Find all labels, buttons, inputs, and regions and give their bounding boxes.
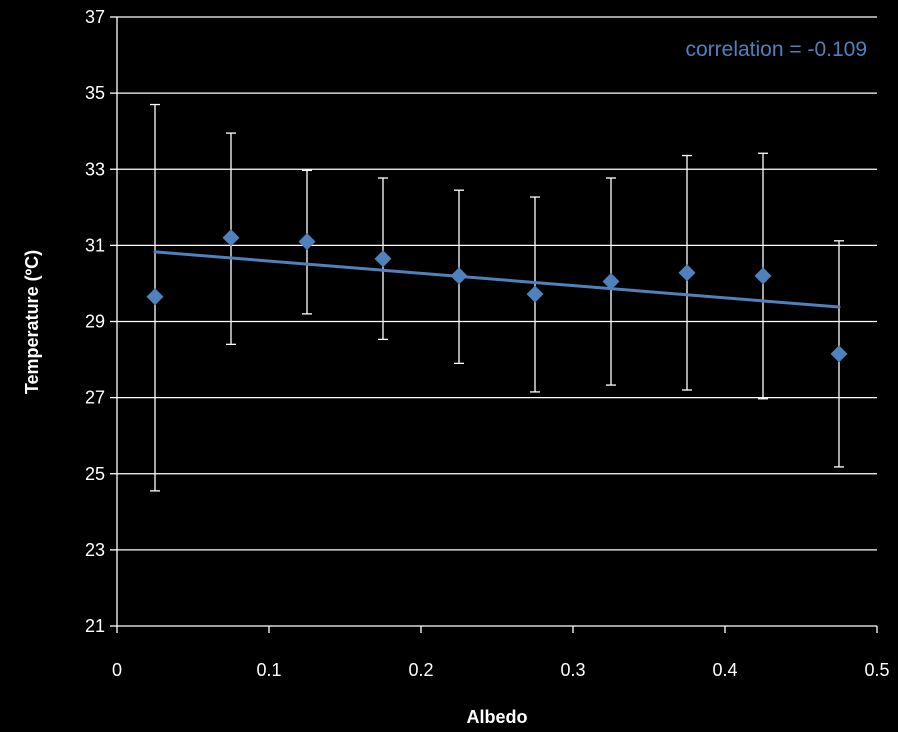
data-point-marker <box>754 267 772 285</box>
x-tick-label: 0.2 <box>408 660 433 680</box>
data-point-marker <box>374 250 392 268</box>
data-point-marker <box>830 345 848 363</box>
x-tick-label: 0.5 <box>864 660 889 680</box>
data-point-marker <box>602 273 620 291</box>
data-point-marker <box>678 264 696 282</box>
trendline-group <box>153 250 841 309</box>
data-point-marker <box>526 285 544 303</box>
y-axis-title: Temperature (ºC) <box>22 250 42 394</box>
x-tick-label: 0.3 <box>560 660 585 680</box>
x-tick-label: 0 <box>112 660 122 680</box>
x-tick-label: 0.1 <box>256 660 281 680</box>
y-tick-label: 21 <box>85 616 105 636</box>
x-tick-label: 0.4 <box>712 660 737 680</box>
y-axis-ticks: 21 23 25 27 29 31 33 35 37 <box>85 7 117 636</box>
y-tick-label: 29 <box>85 312 105 332</box>
trendline <box>153 250 841 309</box>
y-tick-label: 27 <box>85 388 105 408</box>
data-point-marker <box>450 267 468 285</box>
y-tick-label: 25 <box>85 464 105 484</box>
data-point-marker <box>146 288 164 306</box>
data-point-marker <box>222 229 240 247</box>
y-tick-label: 23 <box>85 540 105 560</box>
y-tick-label: 35 <box>85 83 105 103</box>
y-tick-label: 37 <box>85 7 105 27</box>
data-point-marker <box>298 233 316 251</box>
y-tick-label: 31 <box>85 235 105 255</box>
x-axis-ticks: 0 0.1 0.2 0.3 0.4 0.5 <box>112 626 890 680</box>
x-axis-title: Albedo <box>467 707 528 727</box>
gridlines <box>117 16 877 551</box>
y-tick-label: 33 <box>85 159 105 179</box>
data-points <box>146 229 848 363</box>
correlation-annotation: correlation = -0.109 <box>685 38 867 61</box>
